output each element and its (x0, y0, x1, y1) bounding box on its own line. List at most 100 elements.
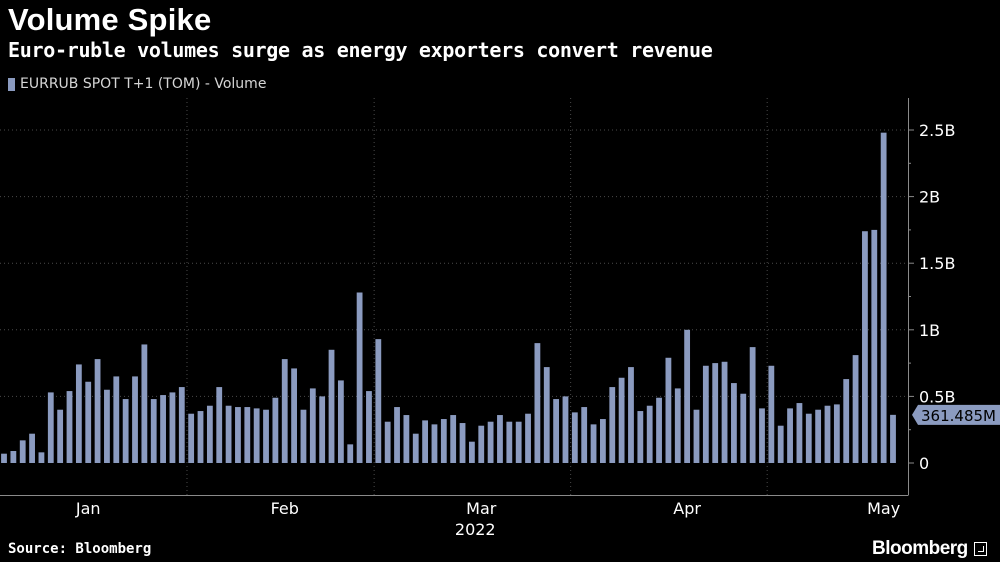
bar (216, 387, 223, 463)
x-tick-label: May (867, 499, 900, 518)
bar (85, 381, 92, 463)
bar (150, 399, 157, 463)
bar (824, 405, 831, 463)
bar (600, 419, 606, 463)
bar (169, 392, 176, 463)
bar (815, 409, 822, 463)
legend-swatch (8, 77, 15, 91)
bar (553, 399, 560, 463)
bar (805, 413, 812, 463)
brand-logo: Bloomberg (872, 538, 987, 560)
bar (543, 367, 550, 463)
bar (609, 387, 616, 463)
x-tick-label: Apr (673, 499, 701, 518)
x-tick-label: Feb (271, 499, 299, 518)
bar (94, 359, 101, 463)
bar (141, 344, 148, 463)
bar (412, 433, 419, 463)
bar (244, 407, 251, 463)
bar (38, 452, 45, 463)
year-label: 2022 (455, 520, 496, 539)
bar (684, 329, 691, 463)
bar (749, 347, 756, 463)
bar (768, 365, 775, 463)
bar (833, 404, 840, 463)
bar (665, 357, 672, 463)
bar (693, 409, 700, 463)
bar (590, 424, 597, 463)
bar (300, 409, 307, 463)
bar (534, 343, 541, 463)
bar (356, 292, 363, 463)
bar (478, 425, 485, 463)
bar (225, 405, 232, 463)
bar (394, 407, 400, 463)
bar (656, 397, 662, 463)
bar (581, 407, 588, 463)
bar (366, 391, 372, 463)
bar (628, 367, 634, 463)
bar (740, 393, 747, 463)
bar (571, 412, 578, 463)
y-tick-label: 2B (919, 188, 940, 207)
bar (319, 396, 326, 463)
bar (468, 441, 475, 463)
bar (337, 380, 344, 463)
bar (731, 383, 737, 463)
bar (637, 411, 644, 463)
bar (384, 421, 391, 463)
last-value-tag (912, 404, 1000, 425)
chart-subtitle: Euro-ruble volumes surge as energy expor… (8, 38, 713, 62)
bar (403, 415, 410, 463)
bar (10, 451, 17, 463)
bar (525, 413, 531, 463)
bar (871, 229, 878, 463)
bar (291, 368, 297, 463)
legend-label: EURRUB SPOT T+1 (TOM) - Volume (20, 76, 267, 92)
bar (759, 408, 765, 463)
source-note: Source: Bloomberg (8, 541, 152, 557)
bar (422, 420, 429, 463)
bar (450, 415, 457, 463)
bar (66, 391, 73, 463)
chart-title: Volume Spike (8, 2, 212, 37)
y-tick-label: 2.5B (919, 121, 955, 140)
legend: EURRUB SPOT T+1 (TOM) - Volume (8, 76, 266, 92)
bar (263, 409, 269, 463)
bar (674, 388, 681, 463)
bar (487, 421, 494, 463)
bar (431, 424, 438, 463)
bar (160, 395, 166, 463)
bar (515, 421, 522, 463)
bar (459, 423, 466, 463)
bar (375, 339, 382, 463)
y-tick-label: 0.5B (919, 387, 955, 406)
bar (57, 409, 64, 463)
bar (47, 392, 54, 463)
bar (506, 421, 513, 463)
bar (75, 364, 82, 463)
bar (440, 419, 447, 463)
bar (328, 349, 335, 463)
bar (618, 377, 625, 463)
bar (206, 405, 213, 463)
bar (122, 399, 129, 463)
bar (347, 444, 354, 463)
bar (197, 411, 204, 463)
bar (178, 387, 185, 463)
bar (890, 414, 896, 463)
bar (721, 361, 728, 463)
bar (796, 403, 803, 463)
bar (852, 355, 859, 463)
bloomberg-logo-icon (973, 542, 987, 556)
bar (113, 376, 120, 463)
bar (880, 132, 887, 463)
bar (712, 363, 719, 463)
bar (562, 396, 569, 463)
x-tick-label: Jan (75, 499, 101, 518)
bar (188, 413, 195, 463)
bar (702, 365, 709, 463)
bar (497, 415, 503, 463)
x-tick-label: Mar (466, 499, 497, 518)
